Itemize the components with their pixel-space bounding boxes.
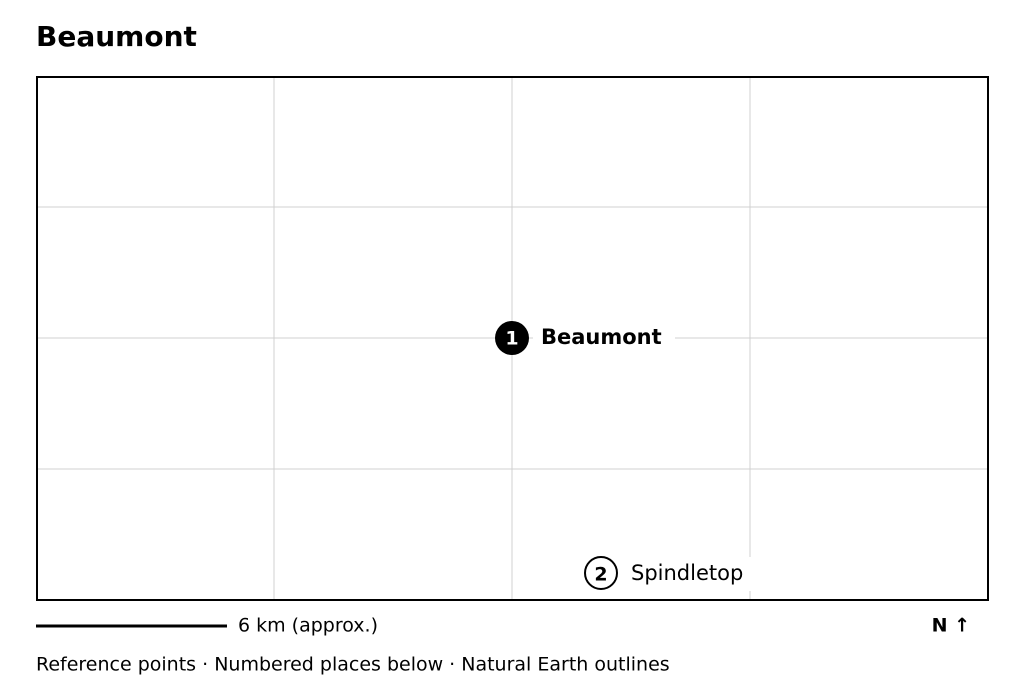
place-number: 2	[594, 564, 607, 586]
place-marker	[584, 556, 618, 590]
north-arrow: N ↑	[932, 615, 970, 637]
place-marker	[495, 321, 529, 355]
place-label: Spindletop	[631, 561, 743, 585]
footer: Reference points · Numbered places below…	[36, 654, 670, 676]
scale-label: 6 km (approx.)	[238, 615, 378, 637]
place-number: 1	[505, 328, 518, 350]
label-halo	[533, 322, 675, 354]
title: Beaumont	[36, 20, 197, 53]
place-label: Beaumont	[541, 325, 662, 349]
label-halo	[623, 557, 751, 591]
map-border	[36, 76, 989, 601]
map-frame: 1 Beaumont 2 Spindletop	[36, 76, 989, 601]
